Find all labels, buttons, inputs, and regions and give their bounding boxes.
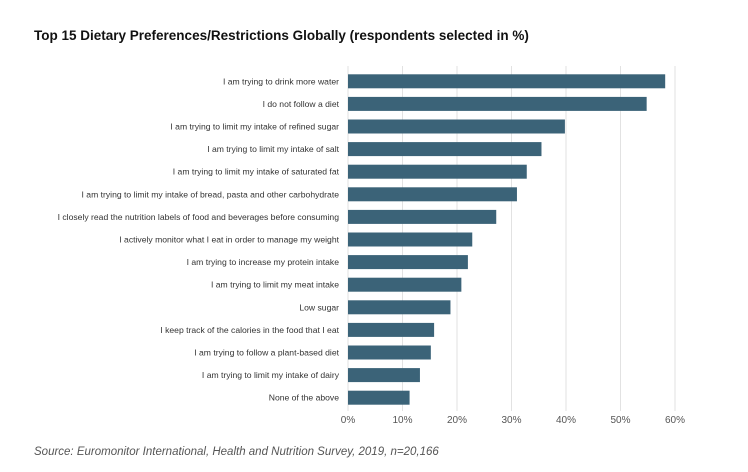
category-label: I am trying to limit my intake of satura… <box>173 167 340 177</box>
tick-label: 50% <box>610 415 630 426</box>
tick-label: 30% <box>501 415 521 426</box>
bar <box>348 187 517 202</box>
bar <box>348 232 473 247</box>
category-label: I am trying to limit my intake of bread,… <box>82 189 340 199</box>
category-label: I closely read the nutrition labels of f… <box>58 212 340 222</box>
bar <box>348 142 542 157</box>
category-label: I am trying to limit my intake of dairy <box>202 370 340 380</box>
bar <box>348 96 647 111</box>
category-label: I actively monitor what I eat in order t… <box>119 235 339 245</box>
source-note: Source: Euromonitor International, Healt… <box>34 446 439 458</box>
tick-label: 0% <box>341 415 356 426</box>
bar <box>348 255 468 270</box>
bar <box>348 345 431 360</box>
category-label: Low sugar <box>299 302 339 312</box>
tick-label: 40% <box>556 415 576 426</box>
bar <box>348 368 420 383</box>
category-label: I keep track of the calories in the food… <box>160 325 339 335</box>
category-label: I am trying to limit my intake of refine… <box>170 122 339 132</box>
bar <box>348 277 462 292</box>
category-label: I am trying to limit my meat intake <box>211 280 339 290</box>
bar <box>348 300 451 315</box>
chart-title: Top 15 Dietary Preferences/Restrictions … <box>34 28 529 43</box>
bar <box>348 74 666 89</box>
category-label: I am trying to increase my protein intak… <box>187 257 340 267</box>
category-label: I do not follow a diet <box>263 99 340 109</box>
tick-label: 10% <box>392 415 412 426</box>
tick-label: 20% <box>447 415 467 426</box>
category-label: I am trying to follow a plant-based diet <box>194 348 339 358</box>
bar <box>348 322 435 337</box>
category-label: I am trying to limit my intake of salt <box>207 144 339 154</box>
bar <box>348 164 527 179</box>
bar <box>348 390 410 405</box>
tick-label: 60% <box>665 415 685 426</box>
category-label: None of the above <box>269 393 339 403</box>
bar <box>348 119 565 134</box>
category-label: I am trying to drink more water <box>223 76 339 86</box>
bar <box>348 209 497 224</box>
